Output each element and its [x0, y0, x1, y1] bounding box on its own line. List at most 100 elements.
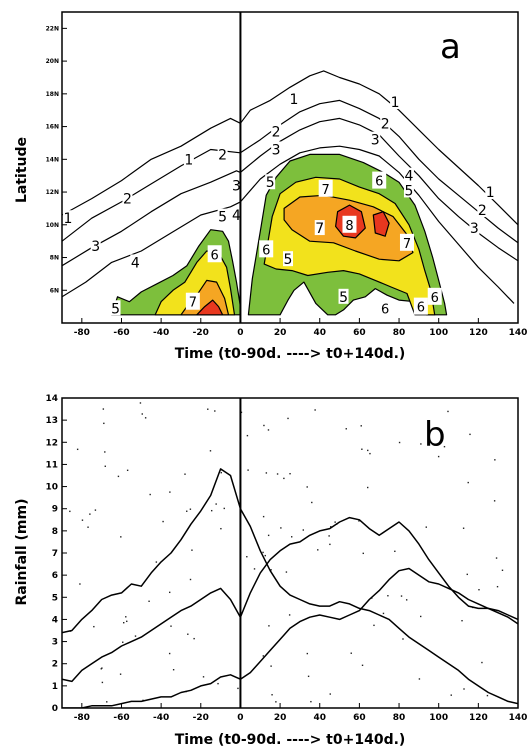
background-dot	[345, 428, 347, 430]
background-dot	[263, 424, 265, 427]
contour-label-1: 1	[391, 95, 400, 111]
background-dot	[358, 520, 360, 522]
background-dot	[387, 595, 389, 597]
x-tick-label: 0	[237, 328, 243, 338]
background-dot	[280, 527, 282, 529]
contour-label-box	[259, 240, 274, 258]
y-tick-label: 18N	[46, 91, 59, 98]
contour-label-5: 5	[404, 183, 413, 199]
background-dot	[169, 491, 171, 493]
background-dot	[210, 509, 213, 512]
y-tick-label-b: 2	[52, 660, 58, 670]
background-dot	[264, 554, 266, 557]
background-dot	[104, 451, 106, 453]
contour-label-7: 7	[315, 221, 324, 237]
background-dot	[186, 510, 188, 512]
background-dot	[317, 549, 319, 551]
x-tick-label: -20	[193, 328, 209, 338]
x-tick-label: 120	[469, 328, 488, 338]
background-dot	[362, 552, 364, 555]
contour-label-2: 2	[123, 192, 132, 208]
background-dot	[289, 472, 291, 475]
contour-label-box	[207, 245, 222, 263]
background-dot	[447, 410, 449, 413]
background-dot	[240, 411, 243, 414]
contour-label-box	[399, 233, 414, 251]
panel-b-rainfall-line-chart: -80 -60 -40 -20 0 20 40 60 80 100 120 140 012345678…	[14, 394, 527, 748]
y-tick-label-b: 13	[45, 416, 58, 426]
contour-label-gap	[265, 174, 276, 190]
x-tick-label-b: -80	[74, 713, 90, 723]
contour-label-box	[372, 171, 387, 189]
background-dot	[106, 701, 108, 703]
contour-label-gap	[217, 146, 228, 162]
contour-label-gap	[231, 206, 242, 222]
y-tick-label: 14N	[46, 156, 59, 163]
y-tick-label-b: 12	[45, 438, 58, 448]
contour-label-gap	[469, 220, 480, 236]
y-tick-label-b: 1	[52, 682, 58, 692]
background-dot	[184, 473, 186, 475]
background-dot	[437, 455, 440, 458]
y-tick-label-b: 7	[52, 549, 58, 559]
background-dot	[220, 527, 222, 530]
contour-label-1: 1	[63, 211, 72, 227]
contour-label-gap	[288, 90, 299, 106]
x-tick-label: 40	[313, 328, 326, 338]
background-dot	[214, 410, 216, 412]
x-tick-label-b: 80	[393, 713, 406, 723]
y-tick-label-b: 11	[45, 460, 58, 470]
contour-label-gap	[283, 251, 294, 267]
background-dot	[189, 578, 192, 581]
background-dot	[100, 668, 102, 670]
contour-label-6: 6	[381, 302, 389, 317]
background-dot	[87, 526, 89, 528]
background-dot	[262, 551, 264, 554]
x-tick-label-b: 40	[313, 713, 326, 723]
x-tick-label: 20	[274, 328, 287, 338]
background-dot	[382, 612, 385, 615]
contour-label-gap	[403, 167, 414, 183]
background-dot	[209, 450, 212, 452]
background-dot	[69, 510, 71, 513]
background-dot	[420, 443, 422, 445]
contour-label-4: 4	[131, 255, 140, 271]
contour-line-1	[62, 70, 518, 226]
background-dot	[270, 569, 272, 571]
contour-label-6: 6	[262, 243, 270, 258]
background-dot	[148, 600, 150, 602]
contour-label-gap	[217, 208, 228, 224]
background-dot	[271, 694, 273, 696]
y-axis-ticks: 6N 8N 10N 12N 14N 16N 18N 20N 22N	[46, 25, 67, 294]
background-dot	[93, 625, 95, 628]
contour-label-gap	[62, 210, 73, 226]
contour-label-6: 6	[211, 248, 219, 263]
y-tick-label-b: 6	[52, 571, 58, 581]
background-dot	[122, 641, 124, 643]
background-dot	[89, 513, 91, 515]
x-tick-label-b: 0	[237, 713, 243, 723]
background-dot	[287, 417, 289, 420]
x-axis-label-b: Time (t0-90d. ----> t0+140d.)	[175, 732, 406, 748]
background-dot	[373, 624, 375, 627]
background-dot	[162, 520, 164, 523]
x-tick-label-b: 120	[469, 713, 488, 723]
contour-label-5: 5	[266, 175, 275, 191]
contour-label-gap	[183, 151, 194, 167]
x-tick-label-b: 20	[274, 713, 287, 723]
filled-region-level-8	[372, 211, 390, 237]
background-dot	[172, 669, 175, 671]
y-tick-label-b: 5	[52, 593, 58, 603]
background-dot	[405, 599, 408, 601]
background-dot	[478, 589, 480, 591]
background-dot	[402, 638, 404, 640]
background-dot	[267, 534, 270, 537]
x-tick-label: -40	[153, 328, 169, 338]
contour-label-3: 3	[371, 133, 380, 149]
background-dot	[495, 557, 498, 559]
background-dot	[501, 569, 504, 571]
contour-label-6: 6	[375, 175, 383, 190]
contour-label-gap	[390, 94, 401, 110]
y-tick-label-b: 14	[45, 394, 58, 404]
